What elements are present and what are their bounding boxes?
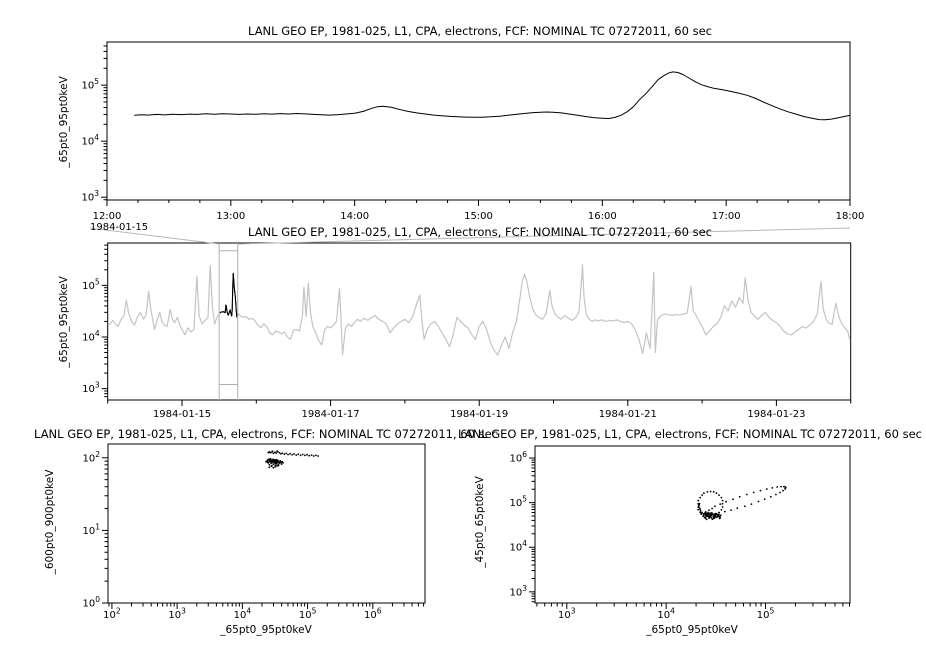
top-plot-title: LANL GEO EP, 1981-025, L1, CPA, electron… <box>248 24 712 38</box>
x-axis-ticks: 102 103 104 105 106 <box>103 603 425 621</box>
scatter-left-title: LANL GEO EP, 1981-025, L1, CPA, electron… <box>34 427 498 441</box>
tick-label: 103 <box>509 584 527 599</box>
tick-label: 104 <box>82 329 100 344</box>
x-axis-ticks: 12:00 13:00 14:00 15:00 16:00 17:00 18:00 <box>93 200 865 222</box>
scatter-left-xlabel: _65pt0_95pt0keV <box>220 624 312 636</box>
tick-label: 1984-01-19 <box>450 409 508 420</box>
tick-label: 104 <box>81 133 99 148</box>
tick-label: 15:00 <box>464 211 493 222</box>
tick-label: 105 <box>81 77 99 92</box>
scatter-right-ylabel: _45pt0_65pt0keV <box>474 476 486 568</box>
tick-label: 18:00 <box>836 211 865 222</box>
tick-label: 1984-01-23 <box>747 409 805 420</box>
x-axis-ticks: 103 104 105 <box>536 603 851 621</box>
plot-data <box>108 264 851 356</box>
tick-label: 100 <box>82 595 100 610</box>
zoom-series-line <box>134 71 850 121</box>
tick-label: 12:00 <box>93 211 122 222</box>
y-axis-ticks: 100 101 102 <box>82 450 108 610</box>
tick-label: 17:00 <box>712 211 741 222</box>
tick-label: 102 <box>82 450 100 465</box>
plot-frame <box>107 443 426 604</box>
plot-frame <box>534 445 851 604</box>
plot-data <box>265 450 319 469</box>
overview-series-line <box>237 264 851 356</box>
y-axis-ticks: 103 104 105 <box>82 244 108 398</box>
y-axis-ticks: 103 104 105 106 <box>509 450 535 603</box>
top-plot-start-date-label: 1984-01-15 <box>90 222 149 233</box>
top-plot-ylabel: _65pt0_95pt0keV <box>58 76 70 168</box>
zoom-connector-lines <box>89 227 851 245</box>
overview-plot-ylabel: _65pt0_95pt0keV <box>58 276 70 368</box>
selected-interval-line <box>219 273 239 318</box>
x-axis-ticks: 1984-01-15 1984-01-17 1984-01-19 1984-01-21… <box>107 400 852 420</box>
tick-label: 16:00 <box>588 211 617 222</box>
scatter-left-ylabel: _600pt0_900pt0keV <box>44 469 56 575</box>
tick-label: 105 <box>82 277 100 292</box>
tick-label: 104 <box>509 539 527 554</box>
selection-band <box>218 243 239 400</box>
plot-frame <box>106 41 851 201</box>
tick-label: 105 <box>509 495 527 510</box>
plot-data <box>134 71 850 121</box>
y-axis-ticks: 103 104 105 <box>81 45 107 204</box>
tick-label: 1984-01-15 <box>153 409 211 420</box>
plot-data <box>697 485 787 521</box>
overview-plot-title: LANL GEO EP, 1981-025, L1, CPA, electron… <box>248 225 712 239</box>
tick-label: 103 <box>82 381 100 396</box>
scatter-right-xlabel: _65pt0_95pt0keV <box>646 624 738 636</box>
tick-label: 103 <box>81 189 99 204</box>
tick-label: 14:00 <box>340 211 369 222</box>
tick-label: 101 <box>82 522 100 537</box>
overview-series-line <box>108 265 220 336</box>
scatter-600-900-plot: 100 101 102 102 103 104 105 106 <box>82 443 426 621</box>
tick-label: 1984-01-17 <box>302 409 360 420</box>
scatter-right-title: LANL GEO EP, 1981-025, L1, CPA, electron… <box>458 427 922 441</box>
tick-label: 1984-01-21 <box>599 409 657 420</box>
tick-label: 13:00 <box>216 211 245 222</box>
tick-label: 106 <box>509 450 527 465</box>
